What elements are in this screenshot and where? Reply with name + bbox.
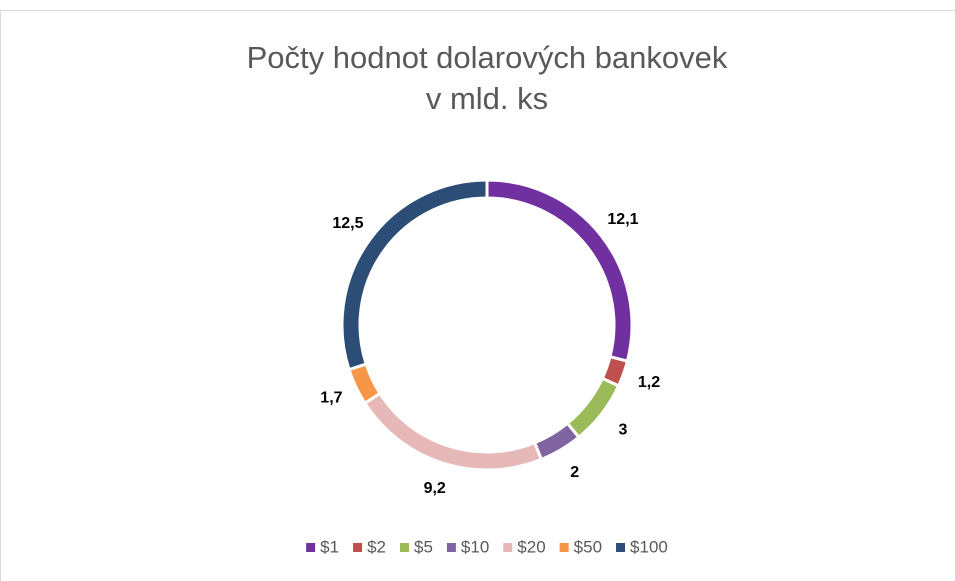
data-label: 3	[619, 422, 628, 439]
chart-border	[0, 10, 955, 581]
data-label: 12,5	[332, 215, 363, 232]
data-label: 12,1	[607, 211, 638, 228]
legend-swatch	[616, 543, 626, 552]
chart-title: v mld. ks	[426, 81, 548, 116]
legend-swatch	[306, 543, 316, 552]
legend-swatch	[446, 543, 456, 552]
legend-label: $2	[367, 537, 386, 556]
chart-title: Počty hodnot dolarových bankovek	[247, 40, 728, 75]
data-label: 2	[570, 464, 579, 481]
data-label: 1,2	[638, 374, 660, 391]
legend-swatch	[503, 543, 513, 552]
legend-swatch	[353, 543, 363, 552]
legend-label: $1	[320, 537, 339, 556]
legend-label: $10	[461, 537, 489, 556]
legend-label: $20	[517, 537, 545, 556]
data-label: 1,7	[320, 390, 342, 407]
legend-swatch	[399, 543, 409, 552]
legend-label: $5	[414, 537, 433, 556]
legend-swatch	[559, 543, 569, 552]
legend-label: $50	[574, 537, 602, 556]
data-label: 9,2	[424, 480, 446, 497]
legend-label: $100	[630, 537, 668, 556]
donut-segment	[340, 178, 489, 372]
